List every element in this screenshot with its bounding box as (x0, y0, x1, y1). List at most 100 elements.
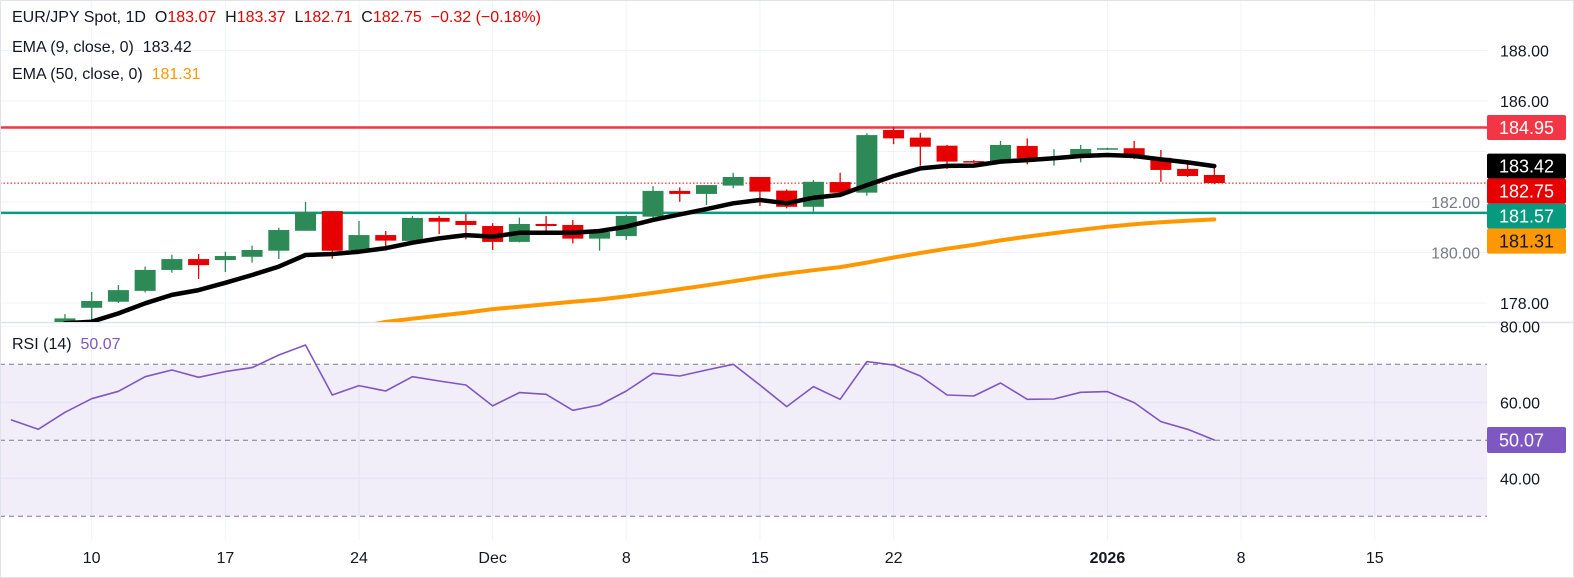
candle-body (1070, 148, 1092, 158)
candle-body (401, 217, 423, 241)
candle (1096, 147, 1118, 150)
low-value: 182.71 (303, 9, 353, 26)
candle-body (81, 300, 103, 308)
x-tick-label: 24 (350, 550, 368, 567)
x-tick-label: 8 (1237, 550, 1246, 567)
candle-body (936, 145, 958, 162)
candle-body (455, 220, 477, 225)
price-tick-label: 180.00 (1431, 246, 1480, 263)
ema50-legend[interactable]: EMA (50, close, 0) 181.31 (12, 66, 201, 84)
ema9-legend[interactable]: EMA (9, close, 0) 183.42 (12, 39, 192, 57)
candle (295, 202, 317, 231)
candle (508, 217, 530, 243)
candle (909, 132, 931, 166)
x-tick-label: 17 (216, 550, 234, 567)
candle-body (1016, 145, 1038, 159)
close-value: 182.75 (372, 9, 422, 26)
price-badge-bg (1487, 228, 1566, 254)
candle-body (535, 223, 557, 226)
candle-body (188, 259, 210, 266)
candle (401, 215, 423, 244)
candle (348, 220, 370, 252)
price-badge-label: 183.42 (1499, 157, 1554, 177)
price-tick-label: 188.00 (1500, 44, 1549, 61)
candle (695, 185, 717, 206)
rsi-badge-bg (1487, 427, 1566, 454)
candle (589, 232, 611, 251)
x-tick-label: 10 (83, 550, 101, 567)
candle-body (1123, 148, 1145, 157)
candle-body (1203, 174, 1225, 184)
candle (1150, 149, 1172, 182)
price-badge-label: 182.75 (1499, 182, 1554, 202)
rsi-legend[interactable]: RSI (14) 50.07 (12, 336, 121, 354)
candle-body (295, 212, 317, 231)
candle (81, 291, 103, 322)
candle (214, 251, 236, 272)
open-label: O (154, 9, 168, 26)
rsi-tick-label: 80.00 (1500, 319, 1540, 336)
candle (990, 140, 1012, 162)
price-tick-label: 186.00 (1500, 94, 1549, 111)
change-value: −0.32 (−0.18%) (430, 9, 541, 26)
candle (883, 127, 905, 145)
rsi-value: 50.07 (80, 336, 121, 353)
price-badge-bg (1487, 115, 1566, 141)
price-badge-181.57: 181.57 (1487, 203, 1566, 229)
candle-body (990, 144, 1012, 162)
price-tick-label: 182.00 (1431, 195, 1480, 212)
candle (428, 215, 450, 235)
candle-body (348, 235, 370, 250)
price-badge-bg (1487, 153, 1566, 179)
candle-body (909, 137, 931, 147)
candle-body (134, 269, 156, 291)
candle (1070, 144, 1092, 163)
candle-body (829, 182, 851, 193)
candle (829, 172, 851, 194)
candle-body (268, 230, 290, 251)
candle (642, 186, 664, 220)
price-badge-label: 184.95 (1499, 118, 1554, 138)
x-tick-label: 2026 (1090, 550, 1126, 567)
open-value: 183.07 (167, 9, 217, 26)
candle (722, 172, 744, 189)
candle-body (963, 161, 985, 163)
candle-body (695, 185, 717, 194)
candle-body (749, 177, 771, 192)
candle-body (241, 249, 263, 257)
rsi-pane (10, 344, 1216, 441)
candle-body (214, 256, 236, 261)
price-badge-183.42: 183.42 (1487, 153, 1566, 179)
candle (54, 314, 76, 322)
candle (268, 227, 290, 260)
candle-body (1177, 168, 1199, 176)
price-badge-182.75: 182.75 (1487, 178, 1566, 204)
candle-body (589, 232, 611, 239)
x-tick-label: 22 (885, 550, 903, 567)
x-tick-label: 15 (751, 550, 769, 567)
candle (241, 245, 263, 263)
candle (1203, 167, 1225, 185)
high-value: 183.37 (236, 9, 286, 26)
ema50-label: EMA (50, close, 0) (12, 66, 143, 83)
ema9-line (63, 152, 1217, 322)
candle-body (642, 190, 664, 217)
ema9-label: EMA (9, close, 0) (12, 39, 134, 56)
rsi-line (10, 344, 1216, 441)
price-badge-label: 181.57 (1499, 207, 1554, 227)
candle-body (722, 177, 744, 186)
candle (134, 266, 156, 293)
candle-body (856, 135, 878, 193)
candle-body (321, 211, 343, 251)
symbol-legend: EUR/JPY Spot, 1D O183.07 H183.37 L182.71… (12, 9, 541, 27)
candle-body (54, 318, 76, 322)
close-label: C (361, 9, 373, 26)
price-badge-181.31: 181.31 (1487, 228, 1566, 254)
candle (669, 187, 691, 202)
high-label: H (225, 9, 237, 26)
price-pane (0, 126, 1487, 322)
ema9-value: 183.42 (142, 39, 192, 56)
price-tick-label: 178.00 (1500, 296, 1549, 313)
candle-body (669, 190, 691, 194)
